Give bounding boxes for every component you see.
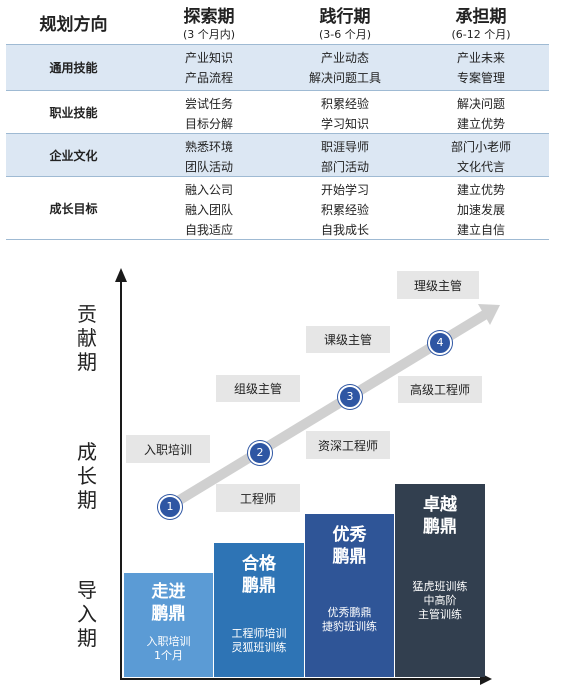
stage-enter: 走进 鹏鼎 入职培训 1个月: [124, 573, 213, 677]
role-onboarding-training: 入职培训: [126, 435, 210, 463]
table-row-general-skills: 通用技能 产业知识 产品流程 产业动态 解决问题工具 产业未来 专案管理: [6, 45, 549, 91]
row-cell: 产业知识 产品流程: [184, 51, 233, 85]
stage-excellent: 优秀 鹏鼎 优秀鹏鼎 捷豹班训练: [305, 514, 394, 677]
table-row-growth-goals: 成长目标 融入公司 融入团队 自我适应 开始学习 积累经验 自我成长 建立优势 …: [6, 177, 549, 240]
y-label-char: 期: [77, 350, 97, 374]
row-cell: 积累经验 学习知识: [320, 97, 369, 131]
y-label-char: 入: [77, 602, 97, 626]
role-senior-engineer: 高级工程师: [398, 376, 482, 403]
y-label-char: 期: [77, 626, 97, 650]
row-cell: 产业未来 专案管理: [456, 51, 505, 85]
y-label-char: 导: [77, 578, 97, 602]
table-row-professional-skills: 职业技能 尝试任务 目标分解 积累经验 学习知识 解决问题 建立优势: [6, 91, 549, 134]
trend-arrow-head-icon: [478, 304, 500, 325]
growth-plan-table: 规划方向 探索期 (3 个月内) 践行期 (3-6 个月) 承担期 (6-12 …: [6, 4, 549, 240]
y-label-char: 期: [77, 488, 97, 512]
header-direction: 规划方向: [39, 15, 108, 35]
y-label-char: 成: [77, 440, 97, 464]
step-4-marker: 4: [428, 331, 452, 355]
role-department-lead: 课级主管: [306, 326, 390, 353]
header-phase-explore: 探索期 (3 个月内): [182, 7, 236, 41]
row-cell: 融入公司 融入团队 自我适应: [184, 183, 233, 237]
step-1-marker: 1: [158, 495, 182, 519]
row-cell: 尝试任务 目标分解: [184, 97, 233, 131]
role-principal-engineer: 资深工程师: [306, 431, 390, 459]
row-cell: 部门小老师 文化代言: [450, 140, 511, 174]
role-engineer: 工程师: [216, 484, 300, 512]
row-cell: 解决问题 建立优势: [456, 97, 505, 131]
y-label-char: 长: [77, 464, 97, 488]
y-label-contribution: 贡献期: [74, 302, 100, 374]
table-row-corporate-culture: 企业文化 熟悉环境 团队活动 职涯导师 部门活动 部门小老师 文化代言: [6, 134, 549, 177]
row-category: 职业技能: [49, 105, 98, 120]
role-section-manager: 理级主管: [397, 271, 479, 299]
row-cell: 建立优势 加速发展 建立自信: [456, 183, 505, 237]
x-axis-line: [120, 678, 482, 680]
row-cell: 职涯导师 部门活动: [320, 140, 369, 174]
step-3-marker: 3: [338, 385, 362, 409]
y-axis-arrow-icon: [115, 268, 127, 282]
stage-outstanding: 卓越 鹏鼎 猛虎班训练 中高阶 主管训练: [395, 484, 485, 677]
y-label-induction: 导入期: [74, 578, 100, 650]
row-category: 通用技能: [49, 61, 98, 75]
y-label-growth: 成长期: [74, 440, 100, 512]
row-cell: 产业动态 解决问题工具: [308, 51, 381, 85]
y-label-char: 贡: [77, 302, 97, 326]
y-axis-line: [120, 280, 122, 680]
row-category: 成长目标: [49, 201, 98, 216]
row-category: 企业文化: [49, 148, 98, 163]
step-2-marker: 2: [248, 441, 272, 465]
row-cell: 熟悉环境 团队活动: [184, 140, 233, 174]
table-header: 规划方向 探索期 (3 个月内) 践行期 (3-6 个月) 承担期 (6-12 …: [6, 4, 549, 45]
header-phase-practice: 践行期 (3-6 个月): [318, 7, 372, 41]
row-cell: 开始学习 积累经验 自我成长: [320, 183, 369, 237]
stage-qualified: 合格 鹏鼎 工程师培训 灵狐班训练: [214, 543, 304, 677]
header-phase-undertake: 承担期 (6-12 个月): [451, 7, 511, 41]
y-label-char: 献: [77, 326, 97, 350]
role-team-lead: 组级主管: [216, 375, 300, 402]
